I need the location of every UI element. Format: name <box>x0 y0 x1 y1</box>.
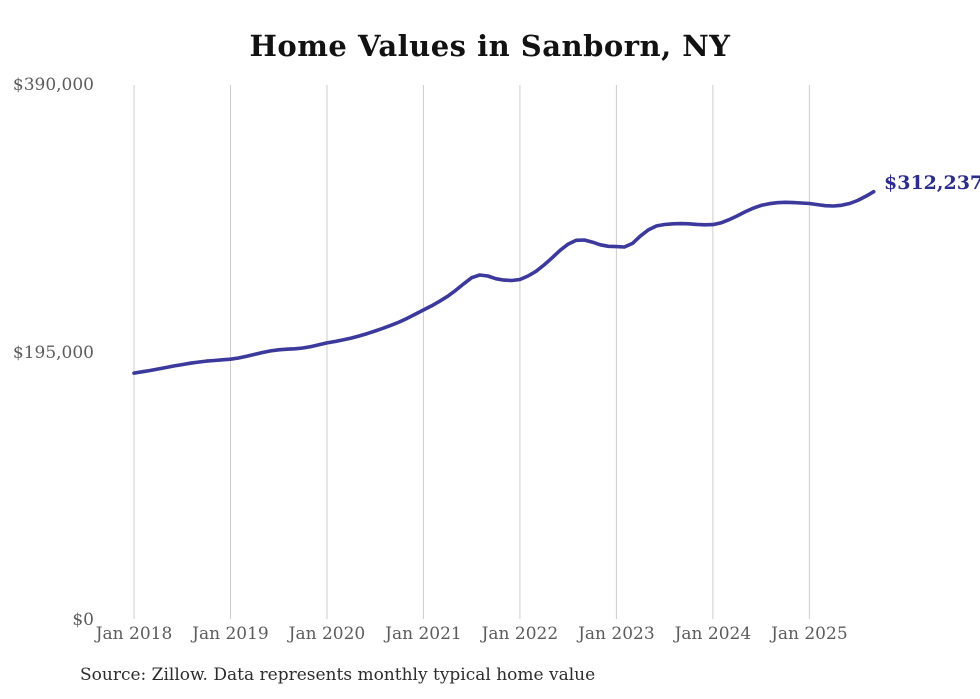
y-tick-label: $390,000 <box>12 75 94 95</box>
y-tick-label: $0 <box>72 610 94 630</box>
x-tick-label: Jan 2023 <box>578 624 655 644</box>
x-tick-label: Jan 2019 <box>192 624 269 644</box>
home-value-line <box>132 189 876 375</box>
chart-title: Home Values in Sanborn, NY <box>249 29 731 63</box>
x-tick-label: Jan 2021 <box>385 624 462 644</box>
x-tick-label: Jan 2022 <box>481 624 559 644</box>
latest-value-label: $312,237 <box>884 172 980 194</box>
source-note: Source: Zillow. Data represents monthly … <box>80 665 596 685</box>
x-tick-label: Jan 2018 <box>95 624 173 644</box>
y-tick-label: $195,000 <box>12 342 94 363</box>
x-tick-label: Jan 2024 <box>674 624 752 644</box>
x-tick-label: Jan 2020 <box>288 624 366 644</box>
x-tick-label: Jan 2025 <box>771 624 848 644</box>
